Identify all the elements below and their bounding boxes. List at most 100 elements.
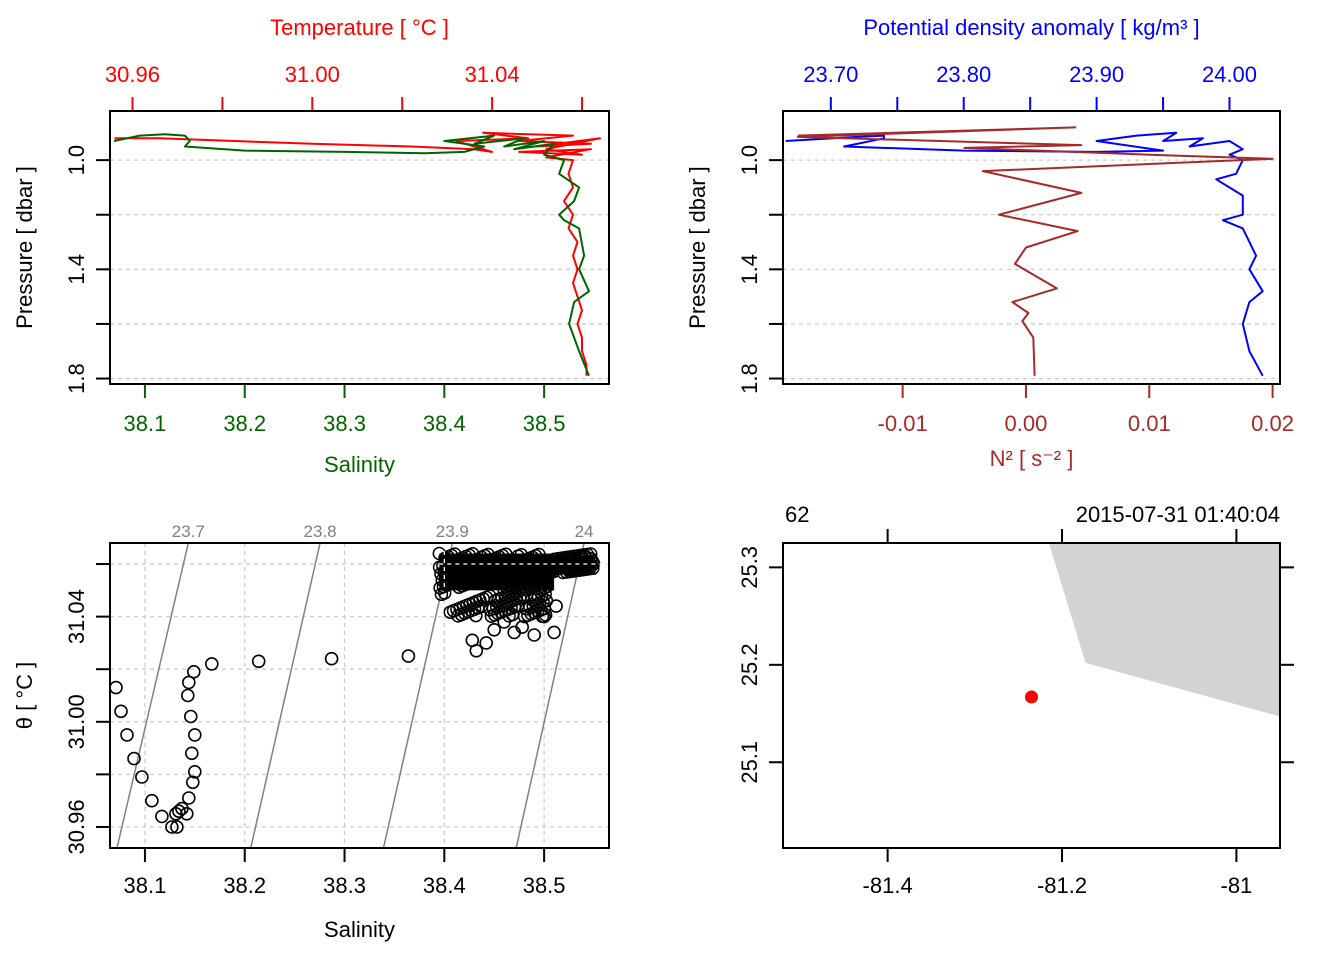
p4-frame (782, 542, 1281, 849)
p3-point (488, 593, 503, 608)
p3-isopycnal-label: 23.9 (436, 522, 469, 541)
p1-bottom-tick-label: 38.4 (423, 411, 466, 436)
p3-point (251, 654, 266, 669)
p3-point (443, 605, 458, 619)
p2-top-tick-label: 23.90 (1069, 62, 1124, 87)
p2-top-axis-label: Potential density anomaly [ kg/m³ ] (863, 15, 1199, 40)
p4-y-tick-label: 25.2 (737, 643, 762, 686)
p2-frame (782, 110, 1281, 385)
p3-point (181, 688, 195, 703)
p3-isopycnal-label: 23.7 (172, 522, 205, 541)
p1-y-axis-label: Pressure [ dbar ] (12, 166, 37, 329)
p2-bottom-tick-label: 0.02 (1251, 411, 1294, 436)
p3-y-tick-label: 31.00 (64, 694, 89, 749)
p3-point (547, 625, 561, 640)
p1-top-tick-label: 31.00 (285, 62, 340, 87)
p1-y-tick-label: 1.0 (64, 145, 89, 176)
p3-point (109, 680, 123, 695)
p1-top-tick-label: 30.96 (105, 62, 160, 87)
p3-point (324, 651, 339, 666)
p3-point (165, 820, 179, 834)
p2-top-tick-label: 23.70 (803, 62, 858, 87)
p2-series-potential-density-anomaly (785, 131, 1264, 377)
p1-top-axis-label: Temperature [ °C ] (270, 15, 449, 40)
p1-y-tick-label: 1.8 (64, 363, 89, 394)
p4-y-tick-label: 25.3 (737, 546, 762, 589)
p3-point (145, 793, 159, 808)
p1-top-tick-label: 31.04 (465, 62, 520, 87)
p3-isopycnal-label: 23.8 (304, 522, 337, 541)
p2-y-tick-label: 1.4 (737, 254, 762, 285)
p3-point (187, 664, 201, 679)
p3-point (120, 728, 134, 742)
p1-bottom-tick-label: 38.5 (523, 411, 566, 436)
p3-point (114, 704, 128, 719)
p4-x-tick-label: -81 (1221, 873, 1253, 898)
p3-point (205, 657, 219, 671)
p3-point (180, 806, 194, 821)
p3-x-tick-label: 38.5 (523, 873, 566, 898)
p3-point (527, 628, 542, 642)
p4-x-tick-label: -81.2 (1037, 873, 1087, 898)
p3-point (487, 622, 502, 637)
p3-point (479, 636, 494, 650)
p3-point (465, 633, 480, 648)
p3-point (525, 592, 539, 607)
p3-point (170, 820, 184, 834)
p2-bottom-tick-label: 0.01 (1128, 411, 1171, 436)
p4-land-polygon (1048, 543, 1280, 717)
p3-y-tick-label: 30.96 (64, 799, 89, 854)
p1-bottom-axis-label: Salinity (324, 452, 395, 477)
p1-y-tick-label: 1.4 (64, 254, 89, 285)
p3-isopycnal-line (116, 542, 190, 849)
p3-point (155, 809, 169, 824)
p2-bottom-tick-label: 0.00 (1005, 411, 1048, 436)
p3-point (127, 751, 141, 766)
p2-y-axis-label: Pressure [ dbar ] (685, 166, 710, 329)
p1-bottom-tick-label: 38.2 (223, 411, 266, 436)
p3-point (549, 599, 563, 613)
p2-bottom-tick-label: -0.01 (878, 411, 928, 436)
p4-y-tick-label: 25.1 (737, 741, 762, 784)
p1-frame (109, 110, 610, 385)
p3-dense-cluster-tail (534, 556, 595, 575)
p3-x-tick-label: 38.1 (124, 873, 167, 898)
p3-isopycnal-line (249, 542, 321, 849)
p3-point (172, 804, 186, 819)
p3-x-tick-label: 38.2 (223, 873, 266, 898)
p3-point (401, 649, 416, 663)
p3-x-axis-label: Salinity (324, 917, 395, 942)
p3-point (135, 770, 149, 784)
p4-x-tick-label: -81.4 (863, 873, 913, 898)
p2-top-tick-label: 24.00 (1202, 62, 1257, 87)
p1-series-salinity (113, 133, 590, 377)
p3-y-axis-label: θ [ °C ] (12, 662, 37, 729)
p3-y-tick-label: 31.04 (64, 589, 89, 644)
p3-point (188, 764, 202, 779)
p2-series-n2 (796, 126, 1274, 376)
p4-station-marker (1025, 690, 1038, 704)
p3-x-tick-label: 38.3 (323, 873, 366, 898)
p1-series-temperature (114, 131, 601, 376)
p3-point (182, 791, 196, 805)
p3-point (184, 709, 198, 724)
p3-point (188, 728, 202, 742)
p3-point (497, 615, 512, 629)
p2-y-tick-label: 1.8 (737, 363, 762, 394)
p4-top-label-station: 62 (785, 502, 809, 527)
p3-point (186, 775, 200, 790)
p3-point (537, 609, 551, 624)
p3-isopycnal-label: 24 (575, 522, 594, 541)
p2-bottom-axis-label: N² [ s⁻² ] (990, 446, 1074, 471)
p1-bottom-tick-label: 38.3 (323, 411, 366, 436)
p4-top-label-time: 2015-07-31 01:40:04 (1076, 502, 1280, 527)
p3-point (185, 746, 199, 761)
p2-top-tick-label: 23.80 (936, 62, 991, 87)
p2-y-tick-label: 1.0 (737, 145, 762, 176)
p3-isopycnal-line (515, 542, 585, 849)
p3-point (515, 620, 530, 634)
p1-bottom-tick-label: 38.1 (124, 411, 167, 436)
p3-x-tick-label: 38.4 (423, 873, 466, 898)
p3-frame (109, 542, 610, 849)
